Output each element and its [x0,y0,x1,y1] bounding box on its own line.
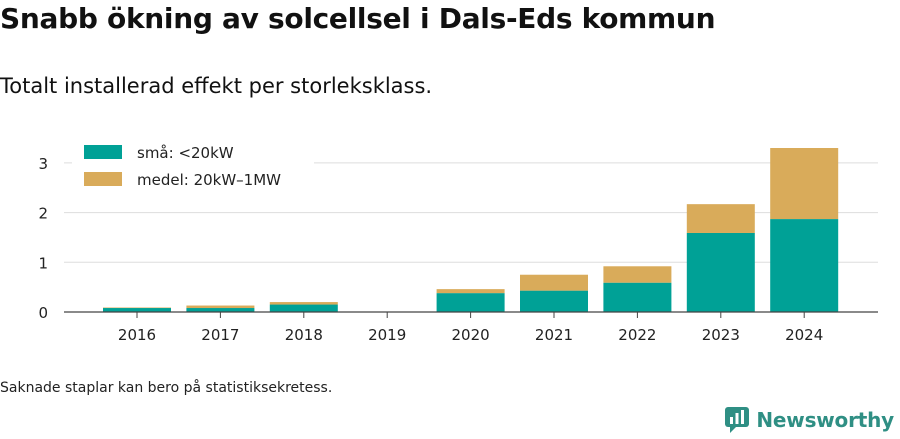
bar-segment-medel-2018 [269,302,338,305]
x-tick-label: 2020 [452,326,490,344]
y-axis-ticks: 0 1 2 3 [38,155,48,322]
legend-label: små: <20kW [137,144,234,162]
x-tick-label: 2017 [201,326,239,344]
brand: Newsworthy [724,406,894,434]
footnote: Saknade staplar kan bero på statistiksek… [0,380,333,396]
chart-title: Snabb ökning av solcellsel i Dals-Eds ko… [0,2,716,35]
x-tick-label: 2024 [785,326,823,344]
brand-name: Newsworthy [756,408,894,432]
bar-segment-sma-2023 [686,232,755,312]
x-tick-label: 2023 [702,326,740,344]
x-tick-label: 2016 [118,326,156,344]
bars [103,148,839,312]
bar-segment-sma-2018 [269,304,338,312]
x-axis-ticks: 2016 2017 2018 2019 2020 2021 2022 2023 2024 [118,312,823,344]
x-tick-label: 2021 [535,326,573,344]
legend-swatch [84,172,122,186]
bar-segment-sma-2024 [770,219,839,312]
bar-segment-medel-2024 [770,148,839,220]
x-tick-label: 2019 [368,326,406,344]
stacked-bar-chart: 0 1 2 3 2016 2017 2018 2019 2020 2021 2022 2023 202… [38,138,878,344]
bar-segment-sma-2022 [603,282,672,312]
bar-segment-sma-2021 [520,290,588,312]
bar-segment-sma-2017 [186,308,255,312]
y-tick-label: 2 [38,205,48,223]
x-tick-label: 2018 [285,326,323,344]
bar-segment-medel-2016 [103,307,171,309]
legend-swatch [84,145,122,159]
bar-segment-medel-2021 [520,274,588,291]
bar-segment-medel-2022 [603,266,672,283]
legend-label: medel: 20kW–1MW [137,171,281,189]
y-tick-label: 1 [38,254,48,272]
bar-segment-medel-2023 [686,204,755,233]
bar-segment-medel-2020 [436,289,505,294]
bar-segment-medel-2017 [186,305,255,309]
chart-subtitle: Totalt installerad effekt per storlekskl… [0,74,433,98]
chart-bubble-logo-icon [725,407,750,433]
x-tick-label: 2022 [618,326,656,344]
bar-segment-sma-2016 [103,308,171,312]
y-tick-label: 0 [38,304,48,322]
bar-segment-sma-2020 [436,293,505,312]
legend: små: <20kW medel: 20kW–1MW [72,138,314,196]
y-tick-label: 3 [38,155,48,173]
